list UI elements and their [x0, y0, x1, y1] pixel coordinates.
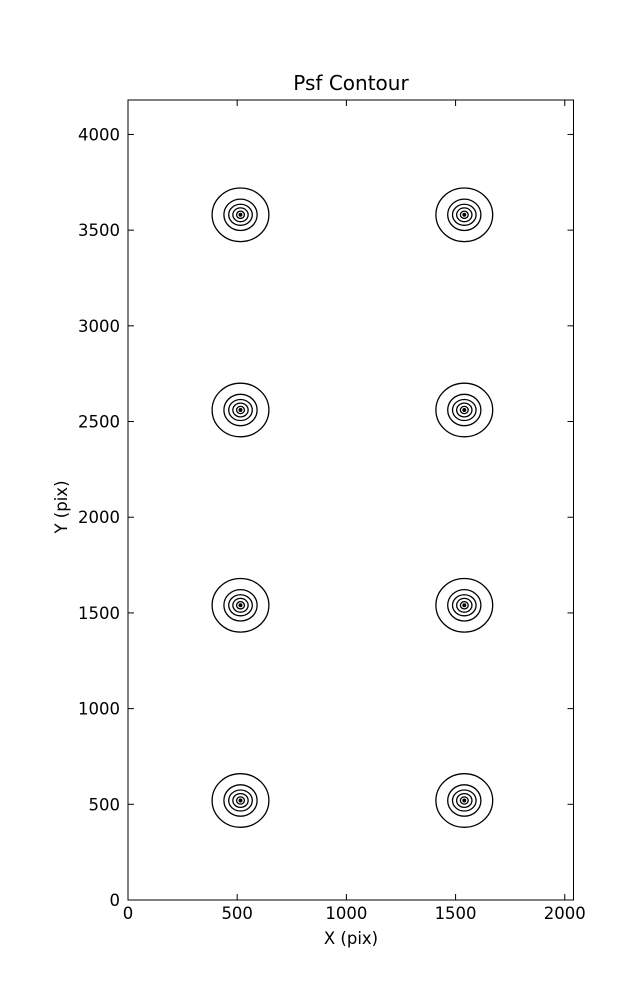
contour-ring — [451, 398, 477, 422]
contour-ring — [238, 408, 243, 412]
contour-ring — [211, 187, 270, 243]
contour-ring — [447, 198, 482, 232]
y-tick-label: 4000 — [78, 125, 120, 144]
contour-ring — [447, 784, 482, 817]
plot-border — [127, 99, 574, 901]
contour-ring — [238, 798, 243, 803]
contour-ring — [435, 382, 494, 438]
contour-ring — [459, 405, 469, 415]
contour-ring — [462, 212, 467, 217]
chart-title: Psf Contour — [293, 71, 409, 95]
y-tick-label: 2000 — [78, 508, 120, 527]
contour-ring — [235, 796, 246, 805]
contour-ring — [447, 393, 482, 427]
contour-ring — [211, 577, 270, 633]
contour-ring — [459, 796, 469, 805]
y-tick-label: 500 — [89, 795, 121, 814]
contour-ring — [456, 207, 473, 223]
contour-ring — [459, 601, 469, 610]
contour-ring — [238, 603, 243, 608]
contour-ring — [456, 402, 473, 418]
contour-ring — [228, 594, 253, 617]
contour-ring — [232, 792, 249, 809]
y-tick-label: 3500 — [78, 221, 120, 240]
contour-ring — [462, 798, 467, 803]
contour-ring — [451, 789, 477, 812]
contour-ring — [435, 773, 494, 828]
contour-ring — [235, 210, 246, 220]
contour-ring — [462, 408, 467, 412]
y-tick-label: 2500 — [78, 413, 120, 432]
x-tick-label: 0 — [123, 904, 134, 923]
x-tick-label: 500 — [221, 904, 253, 923]
contour-ring — [459, 210, 469, 220]
contour-ring — [451, 203, 477, 226]
contour-ring — [435, 187, 494, 243]
contour-ring — [232, 402, 249, 418]
contour-ring — [232, 597, 249, 613]
x-axis-label: X (pix) — [323, 929, 379, 948]
x-tick-label: 2000 — [544, 904, 586, 923]
contour-ring — [228, 398, 253, 422]
contour-ring — [456, 597, 473, 613]
contour-ring — [451, 594, 477, 617]
y-tick-label: 3000 — [78, 317, 120, 336]
contour-ring — [211, 773, 270, 828]
contour-ring — [223, 588, 258, 622]
contour-ring — [238, 212, 243, 217]
contour-ring — [235, 405, 246, 415]
contour-ring — [223, 198, 258, 232]
contour-ring — [223, 784, 258, 817]
contour-ring — [462, 603, 467, 608]
y-axis-label: Y (pix) — [52, 480, 71, 534]
contour-ring — [232, 207, 249, 223]
contour-ring — [223, 393, 258, 427]
y-tick-label: 1500 — [78, 604, 120, 623]
y-tick-label: 1000 — [78, 700, 120, 719]
x-tick-label: 1500 — [435, 904, 477, 923]
x-tick-label: 1000 — [325, 904, 367, 923]
contour-ring — [235, 601, 246, 610]
contour-ring — [228, 203, 253, 226]
contour-ring — [456, 792, 473, 809]
contour-ring — [211, 382, 270, 438]
y-tick-label: 0 — [110, 891, 121, 910]
contour-ring — [228, 789, 253, 812]
contour-ring — [435, 577, 494, 633]
contour-ring — [447, 588, 482, 622]
